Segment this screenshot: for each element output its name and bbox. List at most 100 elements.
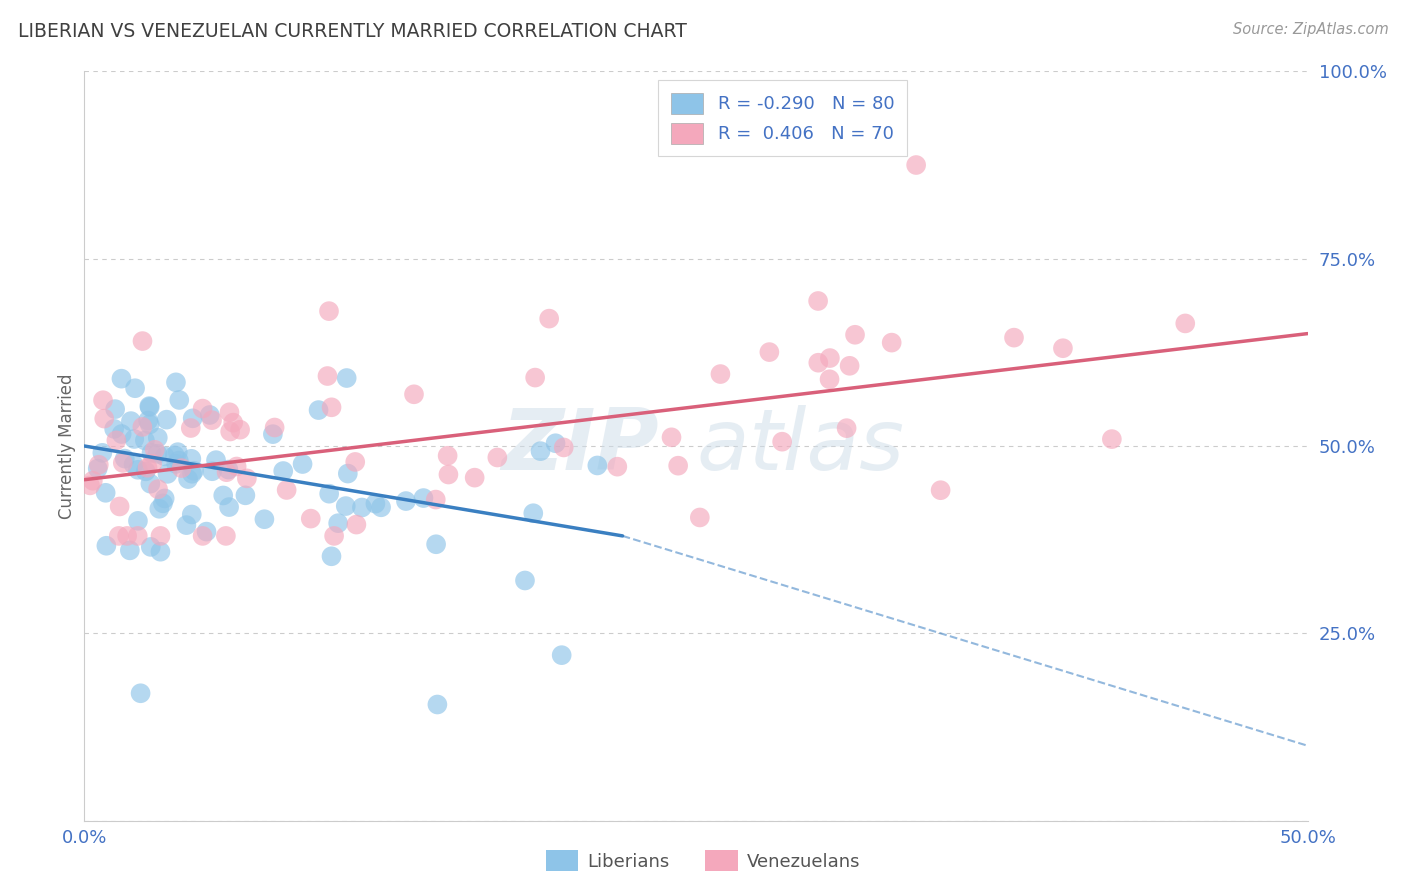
Point	[108, 500, 131, 514]
Point	[217, 462, 239, 476]
Point	[170, 461, 193, 475]
Point	[124, 381, 146, 395]
Point	[218, 405, 240, 419]
Point	[538, 311, 561, 326]
Point	[758, 345, 780, 359]
Point	[299, 511, 322, 525]
Point	[436, 449, 458, 463]
Point	[553, 441, 575, 455]
Point	[124, 432, 146, 446]
Point	[350, 500, 373, 515]
Point	[152, 496, 174, 510]
Point	[163, 449, 186, 463]
Point	[370, 500, 392, 515]
Point	[127, 514, 149, 528]
Point	[91, 446, 114, 460]
Point	[905, 158, 928, 172]
Point	[153, 450, 176, 464]
Point	[180, 421, 202, 435]
Legend: R = -0.290   N = 80, R =  0.406   N = 70: R = -0.290 N = 80, R = 0.406 N = 70	[658, 80, 907, 156]
Point	[94, 485, 117, 500]
Point	[180, 508, 202, 522]
Point	[464, 470, 486, 484]
Point	[79, 478, 101, 492]
Point	[176, 518, 198, 533]
Point	[328, 516, 350, 531]
Point	[318, 304, 340, 318]
Point	[323, 529, 346, 543]
Point	[235, 488, 257, 502]
Point	[111, 456, 134, 470]
Point	[426, 698, 449, 712]
Point	[236, 471, 259, 485]
Point	[344, 517, 367, 532]
Point	[167, 453, 190, 467]
Point	[146, 447, 169, 461]
Point	[929, 483, 952, 498]
Point	[364, 497, 387, 511]
Point	[262, 427, 284, 442]
Point	[166, 445, 188, 459]
Point	[770, 434, 793, 449]
Point	[141, 457, 163, 471]
Point	[136, 413, 159, 427]
Point	[93, 411, 115, 425]
Point	[155, 412, 177, 426]
Point	[276, 483, 298, 497]
Point	[118, 543, 141, 558]
Point	[201, 464, 224, 478]
Point	[146, 482, 169, 496]
Point	[134, 434, 156, 448]
Point	[141, 446, 163, 460]
Text: atlas: atlas	[696, 404, 904, 488]
Point	[666, 458, 689, 473]
Point	[87, 461, 110, 475]
Point	[524, 370, 547, 384]
Point	[136, 460, 159, 475]
Point	[1052, 341, 1074, 355]
Legend: Liberians, Venezuelans: Liberians, Venezuelans	[538, 843, 868, 879]
Point	[318, 486, 340, 500]
Point	[437, 467, 460, 482]
Point	[291, 457, 314, 471]
Point	[344, 455, 367, 469]
Point	[412, 491, 434, 505]
Point	[271, 464, 294, 478]
Point	[198, 408, 221, 422]
Point	[844, 327, 866, 342]
Point	[880, 335, 903, 350]
Point	[87, 458, 110, 472]
Point	[111, 427, 134, 442]
Point	[212, 488, 235, 502]
Point	[165, 376, 187, 390]
Point	[586, 458, 609, 473]
Point	[143, 442, 166, 457]
Point	[316, 369, 339, 384]
Point	[129, 686, 152, 700]
Point	[529, 444, 551, 458]
Point	[838, 359, 860, 373]
Point	[139, 400, 162, 414]
Point	[1174, 317, 1197, 331]
Point	[120, 414, 142, 428]
Point	[818, 351, 841, 365]
Point	[153, 491, 176, 506]
Point	[336, 467, 359, 481]
Point	[218, 500, 240, 514]
Point	[156, 467, 179, 481]
Point	[1101, 432, 1123, 446]
Point	[425, 537, 447, 551]
Point	[1002, 331, 1025, 345]
Point	[191, 529, 214, 543]
Point	[138, 399, 160, 413]
Point	[104, 402, 127, 417]
Point	[661, 430, 683, 444]
Point	[177, 472, 200, 486]
Point	[139, 476, 162, 491]
Point	[709, 367, 731, 381]
Point	[148, 501, 170, 516]
Point	[165, 457, 187, 471]
Point	[550, 648, 572, 662]
Point	[122, 458, 145, 472]
Point	[191, 401, 214, 416]
